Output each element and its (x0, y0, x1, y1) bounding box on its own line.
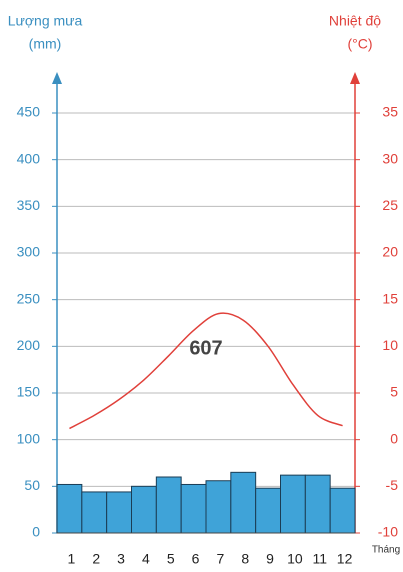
y2-tick-label: -5 (386, 477, 399, 493)
y2-tick-label: 35 (382, 104, 398, 120)
y-tick-label: 100 (17, 430, 41, 446)
y-axis-title: Lượng mưa (8, 13, 83, 29)
x-tick-label: 8 (241, 551, 249, 567)
x-tick-label: 6 (192, 551, 200, 567)
bar (180, 483, 207, 534)
bar (280, 474, 306, 534)
y-tick-label: 450 (17, 104, 41, 120)
y-tick-label: 300 (17, 244, 41, 260)
y-tick-label: 0 (32, 524, 40, 540)
y2-tick-label: -10 (378, 524, 398, 540)
x-tick-label: 7 (217, 551, 225, 567)
y-axis-unit: (mm) (29, 36, 62, 52)
y2-tick-label: 30 (382, 150, 398, 166)
y-tick-label: 150 (17, 384, 41, 400)
y2-axis-arrow (350, 72, 360, 84)
bar (81, 491, 108, 534)
y-axis-arrow (52, 72, 62, 84)
bar (155, 476, 182, 534)
x-tick-label: 5 (167, 551, 175, 567)
y-tick-label: 50 (24, 477, 40, 493)
y-tick-label: 400 (17, 150, 41, 166)
bar (304, 474, 331, 534)
y2-tick-label: 5 (390, 384, 398, 400)
annotation: 607 (189, 337, 222, 359)
x-tick-label: 12 (337, 551, 353, 567)
x-tick-label: 3 (117, 551, 125, 567)
bar (106, 491, 132, 534)
x-tick-label: 1 (68, 551, 76, 567)
bar (205, 480, 232, 534)
y2-tick-label: 15 (382, 290, 398, 306)
x-tick-label: 11 (312, 551, 327, 567)
y2-axis-title: Nhiệt độ (329, 13, 381, 29)
y2-tick-label: 20 (382, 244, 398, 260)
y2-tick-label: 25 (382, 197, 398, 213)
x-axis-title: Tháng (372, 545, 400, 556)
bar (131, 485, 157, 534)
bar (56, 483, 83, 534)
y-tick-label: 350 (17, 197, 41, 213)
bar (230, 471, 257, 534)
x-tick-label: 9 (266, 551, 274, 567)
bar (329, 487, 356, 534)
y2-axis-unit: (°C) (347, 36, 372, 52)
x-tick-label: 10 (287, 551, 303, 567)
x-tick-label: 2 (92, 551, 100, 567)
y2-tick-label: 0 (390, 430, 398, 446)
y-tick-label: 250 (17, 290, 41, 306)
y2-tick-label: 10 (382, 337, 398, 353)
temperature-line (69, 312, 343, 430)
x-tick-label: 4 (142, 551, 150, 567)
y-tick-label: 200 (17, 337, 41, 353)
bar (255, 487, 282, 534)
